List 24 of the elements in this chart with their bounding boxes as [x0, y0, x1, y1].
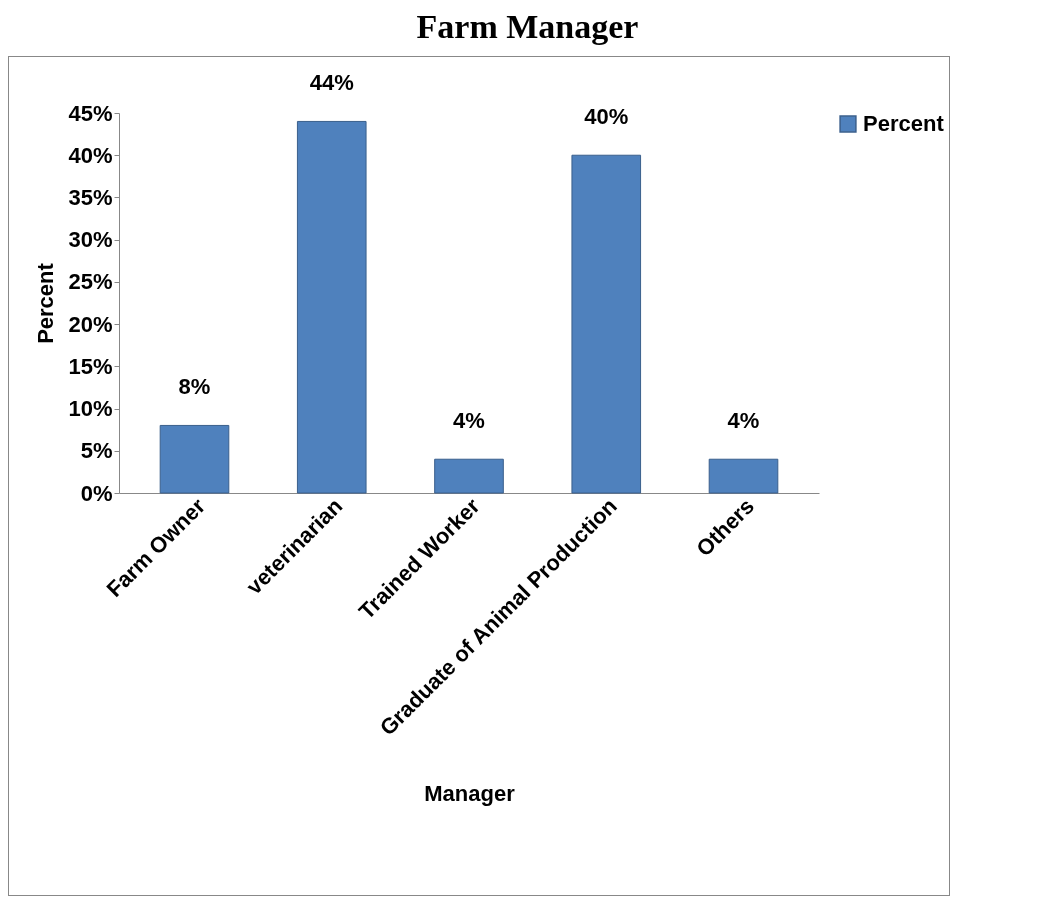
bar: [159, 424, 230, 494]
bar: [434, 458, 504, 494]
data-label: 44%: [309, 70, 354, 96]
data-label: 8%: [178, 374, 211, 400]
y-tick-label: 45%: [68, 100, 113, 126]
bar: [571, 154, 642, 494]
data-label: 4%: [453, 408, 485, 434]
y-tick-label: 5%: [80, 438, 113, 464]
x-axis-title: Manager: [424, 780, 516, 806]
y-tick-label: 0%: [80, 480, 113, 506]
y-tick-label: 10%: [68, 396, 113, 422]
data-label: 40%: [584, 104, 629, 130]
y-tick-label: 25%: [68, 269, 113, 295]
y-tick-label: 20%: [68, 311, 113, 337]
y-tick-label: 35%: [68, 184, 113, 210]
legend-label: Percent: [863, 111, 945, 136]
y-tick-label: 15%: [68, 353, 113, 379]
chart-title: Farm Manager: [415, 8, 640, 46]
y-axis-title: Percent: [33, 262, 59, 344]
bar: [708, 458, 779, 494]
y-tick-label: 40%: [68, 142, 113, 168]
y-tick-label: 30%: [68, 227, 113, 253]
data-label: 4%: [727, 408, 760, 434]
bar: [296, 120, 367, 494]
